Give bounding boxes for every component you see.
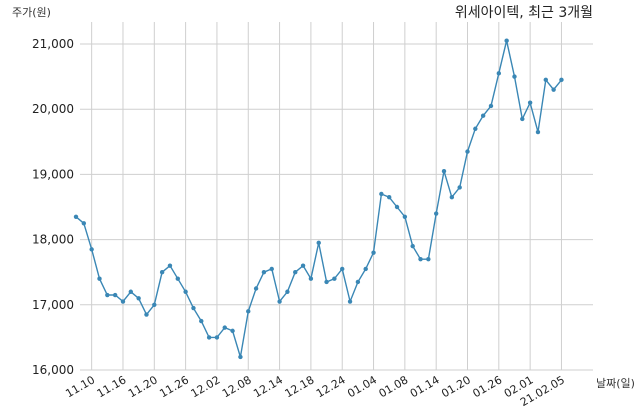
x-axis-ticks: 11.1011.1611.2011.2612.0212.0812.1412.18…: [63, 373, 567, 409]
data-point: [222, 325, 227, 330]
data-point: [199, 318, 204, 324]
data-point: [551, 87, 556, 92]
data-point: [293, 270, 298, 275]
data-point: [379, 191, 384, 197]
y-tick-label: 19,000: [32, 167, 74, 181]
grid: [80, 22, 593, 371]
data-point: [441, 168, 447, 174]
data-point: [128, 289, 134, 294]
data-point: [496, 71, 502, 76]
x-tick-label: 01.26: [471, 373, 505, 400]
data-point: [144, 312, 149, 317]
x-tick-label: 12.08: [220, 373, 254, 400]
data-point: [347, 299, 353, 304]
data-point: [512, 74, 517, 79]
x-tick-label: 11.20: [126, 373, 160, 400]
data-point: [316, 240, 321, 246]
data-point: [433, 211, 439, 216]
data-point: [465, 149, 470, 154]
data-point: [238, 354, 243, 360]
data-point: [488, 103, 494, 109]
data-point: [355, 279, 361, 285]
y-tick-label: 20,000: [32, 102, 74, 116]
y-axis-ticks: 16,000 17,000 18,000 19,000 20,000 21,000: [32, 37, 74, 377]
data-point: [300, 263, 306, 268]
data-point: [543, 77, 548, 83]
data-point: [120, 299, 126, 304]
data-point: [136, 296, 141, 301]
x-tick-label: 01.04: [345, 373, 379, 400]
data-point: [89, 247, 94, 252]
y-tick-label: 16,000: [32, 363, 74, 377]
data-point: [535, 129, 541, 135]
data-point: [183, 289, 188, 294]
data-point: [277, 299, 282, 304]
data-point: [214, 335, 220, 340]
data-point: [371, 250, 376, 255]
x-tick-label: 12.18: [283, 373, 317, 400]
x-tick-label: 11.16: [95, 373, 129, 400]
data-point: [81, 221, 87, 226]
x-tick-label: 12.14: [251, 373, 285, 400]
data-point: [324, 279, 329, 285]
x-tick-label: 12.24: [314, 373, 348, 400]
data-point: [191, 305, 196, 311]
data-point: [363, 266, 368, 272]
data-point: [73, 214, 79, 219]
series-points: [73, 38, 564, 360]
x-tick-label: 11.10: [63, 373, 97, 400]
data-point: [159, 270, 165, 275]
data-point: [340, 266, 345, 272]
data-point: [175, 276, 180, 281]
data-point: [457, 185, 462, 190]
data-point: [253, 286, 259, 291]
data-point: [394, 204, 400, 210]
x-tick-label: 01.08: [377, 373, 411, 400]
series-line: [75, 40, 563, 358]
data-point: [308, 276, 314, 281]
y-tick-label: 18,000: [32, 233, 74, 247]
data-point: [332, 276, 337, 281]
y-tick-label: 17,000: [32, 298, 74, 312]
data-point: [418, 256, 423, 262]
data-point: [449, 195, 455, 200]
data-point: [112, 292, 118, 298]
data-point: [480, 113, 486, 118]
data-point: [269, 266, 274, 272]
data-point: [246, 309, 251, 314]
x-tick-label: 01.20: [439, 373, 473, 400]
data-point: [473, 126, 478, 131]
y-axis-label: 주가(원): [12, 6, 51, 19]
data-point: [261, 270, 267, 275]
data-point: [520, 116, 525, 122]
y-tick-label: 21,000: [32, 37, 74, 51]
x-axis-label: 날짜(일): [596, 376, 635, 390]
x-tick-label: 12.02: [189, 373, 223, 400]
data-point: [426, 256, 431, 262]
data-point: [285, 289, 290, 294]
data-point: [206, 335, 212, 340]
data-point: [527, 100, 533, 105]
data-point: [152, 302, 157, 307]
chart-title: 위세아이텍, 최근 3개월: [455, 5, 593, 21]
data-point: [105, 292, 110, 298]
data-point: [167, 263, 173, 268]
data-point: [230, 328, 235, 334]
data-point: [559, 77, 564, 83]
data-point: [387, 195, 392, 200]
data-point: [504, 38, 509, 43]
x-tick-label: 01.14: [408, 373, 442, 400]
data-point: [410, 243, 415, 249]
data-point: [402, 214, 408, 219]
data-point: [97, 276, 102, 281]
x-tick-label: 11.26: [157, 373, 191, 400]
